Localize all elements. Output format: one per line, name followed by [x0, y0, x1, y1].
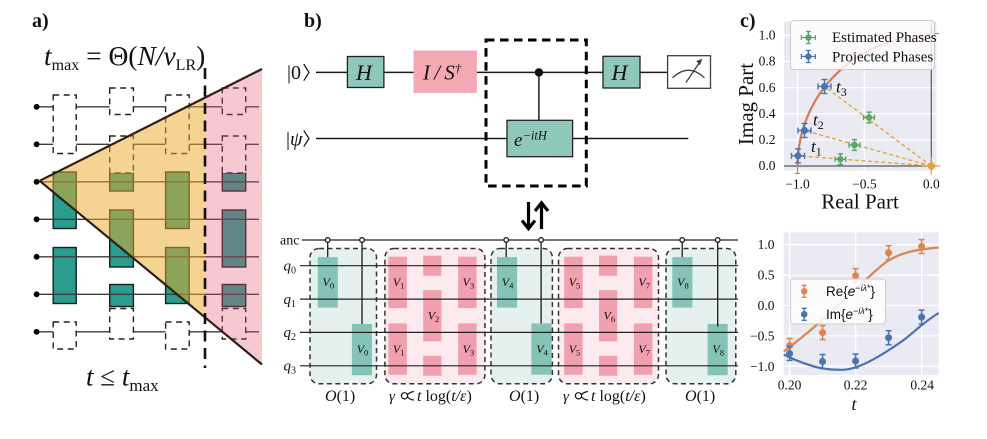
svg-text:V6: V6: [604, 309, 616, 325]
svg-text:0.24: 0.24: [910, 378, 934, 393]
svg-text:t3: t3: [836, 78, 847, 100]
svg-text:Estimated Phases: Estimated Phases: [832, 30, 937, 46]
svg-text:t1: t1: [811, 137, 822, 159]
svg-text:0.20: 0.20: [778, 378, 802, 393]
svg-text:1.0: 1.0: [759, 28, 776, 43]
svg-text:O(1): O(1): [509, 388, 539, 405]
svg-text:0.5: 0.5: [758, 268, 775, 283]
svg-text:−1.0: −1.0: [750, 359, 775, 374]
svg-text:−0.5: −0.5: [852, 177, 877, 192]
svg-text:γ: γ: [563, 389, 570, 405]
svg-text:|ψ: |ψ: [286, 129, 303, 151]
svg-text:t log(t/ε): t log(t/ε): [591, 388, 646, 405]
svg-text:V1: V1: [393, 275, 405, 291]
svg-text:V7: V7: [638, 342, 650, 358]
svg-text:V0: V0: [323, 275, 335, 291]
svg-text:Real Part: Real Part: [821, 190, 899, 214]
svg-text:V1: V1: [393, 342, 405, 358]
svg-text:V3: V3: [463, 275, 475, 291]
svg-text:V2: V2: [428, 309, 440, 325]
svg-text:V5: V5: [569, 275, 581, 291]
svg-text:anc: anc: [280, 234, 299, 249]
svg-text:H: H: [611, 60, 629, 85]
svg-text:0.22: 0.22: [844, 378, 868, 393]
svg-text:H: H: [355, 60, 373, 85]
svg-text:b): b): [304, 10, 322, 32]
svg-text:t2: t2: [813, 111, 824, 133]
svg-text:Projected Phases: Projected Phases: [832, 50, 933, 66]
svg-text:t log(t/ε): t log(t/ε): [417, 388, 472, 405]
svg-text:0.0: 0.0: [758, 298, 775, 313]
svg-text:0.0: 0.0: [923, 177, 940, 192]
svg-text:V7: V7: [638, 275, 650, 291]
svg-text:t ≤ tmax: t ≤ tmax: [86, 362, 159, 396]
svg-text:V3: V3: [463, 342, 475, 358]
svg-text:V0: V0: [357, 342, 369, 358]
svg-text:a): a): [32, 10, 49, 32]
svg-text:O(1): O(1): [325, 388, 355, 405]
svg-text:tmax = Θ(N/vLR): tmax = Θ(N/vLR): [44, 40, 205, 74]
svg-text:Imag Part: Imag Part: [734, 63, 758, 145]
svg-text:t: t: [851, 394, 857, 414]
svg-text:q3: q3: [284, 359, 297, 377]
svg-text:V8: V8: [712, 342, 724, 358]
svg-text:c): c): [740, 10, 756, 32]
svg-text:0.8: 0.8: [759, 54, 776, 69]
svg-text:−1.0: −1.0: [785, 177, 810, 192]
svg-text:0.2: 0.2: [759, 132, 776, 147]
svg-text:−0.5: −0.5: [750, 328, 775, 343]
svg-text:q0: q0: [284, 259, 297, 277]
svg-text:q1: q1: [284, 292, 297, 310]
svg-text:q2: q2: [284, 325, 297, 343]
svg-text:0.0: 0.0: [759, 158, 776, 173]
svg-text:0.4: 0.4: [759, 106, 776, 121]
svg-text:V5: V5: [569, 342, 581, 358]
svg-text:O(1): O(1): [685, 388, 715, 405]
svg-text:V8: V8: [677, 275, 689, 291]
svg-text:γ: γ: [389, 389, 396, 405]
svg-text:1.0: 1.0: [758, 237, 775, 252]
svg-text:0.6: 0.6: [759, 80, 776, 95]
svg-text:|0: |0: [287, 62, 301, 84]
